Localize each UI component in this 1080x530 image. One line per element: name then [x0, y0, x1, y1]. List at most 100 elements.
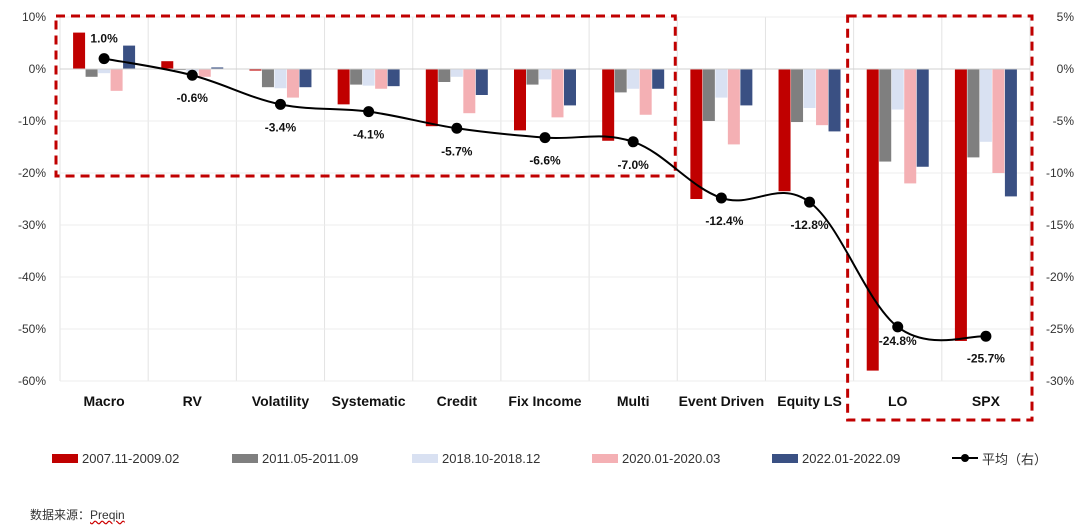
right-tick-label: -25%	[1046, 322, 1074, 336]
bar	[249, 69, 262, 71]
bar	[110, 69, 123, 91]
legend-label: 2020.01-2020.03	[622, 450, 721, 466]
average-line-point	[892, 321, 904, 333]
source-note: 数据来源：Preqin	[30, 506, 125, 523]
bar	[198, 69, 211, 77]
average-data-label: -0.6%	[177, 91, 209, 105]
bar	[85, 69, 98, 77]
category-label: Equity LS	[777, 393, 842, 409]
category-label: Credit	[437, 393, 478, 409]
bar	[261, 69, 274, 88]
average-line-point	[627, 136, 639, 148]
bar	[539, 69, 551, 80]
bar	[778, 69, 791, 192]
bar	[514, 69, 526, 131]
average-line-point	[539, 132, 551, 144]
right-tick-label: -15%	[1046, 218, 1074, 232]
legend-label: 2007.11-2009.02	[82, 450, 180, 466]
bar	[123, 45, 136, 69]
bar	[274, 69, 287, 89]
bar	[954, 69, 967, 341]
average-line-point	[186, 69, 198, 81]
bar	[526, 69, 539, 85]
legend-swatch	[52, 453, 78, 463]
legend-item: 2022.01-2022.09	[772, 448, 900, 468]
right-tick-label: 5%	[1057, 10, 1075, 24]
legend-label: 2022.01-2022.09	[802, 450, 901, 466]
left-tick-label: -30%	[18, 218, 46, 232]
right-tick-label: -10%	[1046, 166, 1074, 180]
right-tick-label: -20%	[1046, 270, 1074, 284]
bar	[602, 69, 615, 141]
bar	[362, 69, 375, 86]
average-data-label: -25.7%	[967, 351, 1005, 365]
bar	[891, 69, 904, 110]
average-data-label: -12.4%	[705, 214, 743, 228]
bar	[564, 69, 576, 106]
average-line-point	[715, 192, 727, 204]
average-line-path	[103, 57, 987, 342]
bar	[904, 69, 917, 184]
chart-canvas: 10% 0% -10% -20% -30% -40% -50% -60% 5% 0% -5% -10%…	[18, 10, 1075, 422]
bar	[992, 69, 1005, 173]
bar	[463, 69, 476, 114]
average-data-label: -5.7%	[441, 144, 473, 158]
left-tick-label: -20%	[18, 166, 46, 180]
legend-swatch	[412, 453, 438, 463]
bar	[614, 69, 627, 93]
source-label: 数据来源：	[30, 508, 91, 522]
average-line-point	[98, 53, 110, 65]
bar	[866, 69, 879, 371]
highlight-box	[846, 14, 1034, 422]
bar	[337, 69, 350, 105]
bar	[387, 69, 400, 87]
legend-swatch	[772, 453, 798, 463]
data-labels: 1.0% -0.6% -3.4% -4.1% -5.7% -6.6% -7.0% -12.4%…	[90, 32, 1005, 366]
bar	[438, 69, 451, 82]
bar	[715, 69, 728, 98]
highlight-box	[54, 14, 677, 178]
bar	[979, 69, 992, 142]
bar	[816, 69, 829, 126]
bar	[450, 69, 463, 77]
category-label: Multi	[617, 393, 650, 409]
legend-line-marker	[952, 453, 978, 463]
highlight-boxes	[54, 14, 1034, 422]
left-tick-label: 10%	[22, 10, 46, 24]
left-tick-label: -50%	[18, 322, 46, 336]
right-tick-label: 0%	[1057, 62, 1075, 76]
bar	[828, 69, 841, 132]
legend-item-average: 平均（右）	[952, 448, 1047, 468]
left-tick-label: -40%	[18, 270, 46, 284]
average-data-label: -12.8%	[791, 218, 829, 232]
average-data-label: -6.6%	[529, 154, 561, 168]
average-line-point	[451, 122, 463, 134]
average-data-label: -3.4%	[265, 120, 297, 134]
average-line	[98, 53, 992, 342]
left-tick-label: 0%	[29, 62, 47, 76]
bar	[652, 69, 665, 89]
legend-item: 2007.11-2009.02	[52, 448, 179, 468]
bar-series	[73, 32, 1017, 371]
bar	[803, 69, 816, 108]
legend-label: 2011.05-2011.09	[262, 450, 359, 466]
legend-swatch	[232, 453, 258, 463]
legend-label: 2018.10-2018.12	[442, 450, 541, 466]
bar	[73, 32, 86, 69]
bar	[286, 69, 299, 98]
average-data-label: 1.0%	[90, 32, 118, 46]
bar	[425, 69, 438, 127]
bar	[375, 69, 388, 89]
category-label: RV	[183, 393, 203, 409]
average-line-point	[274, 98, 286, 110]
bar	[627, 69, 640, 89]
bar	[967, 69, 980, 158]
legend-item: 2020.01-2020.03	[592, 448, 720, 468]
average-data-label: -24.8%	[879, 334, 917, 348]
category-label: SPX	[972, 393, 1001, 409]
legend-label: 平均（右）	[982, 451, 1048, 467]
bar	[879, 69, 892, 162]
bar	[702, 69, 715, 121]
legend-item: 2011.05-2011.09	[232, 448, 358, 468]
average-line-point	[804, 196, 816, 208]
